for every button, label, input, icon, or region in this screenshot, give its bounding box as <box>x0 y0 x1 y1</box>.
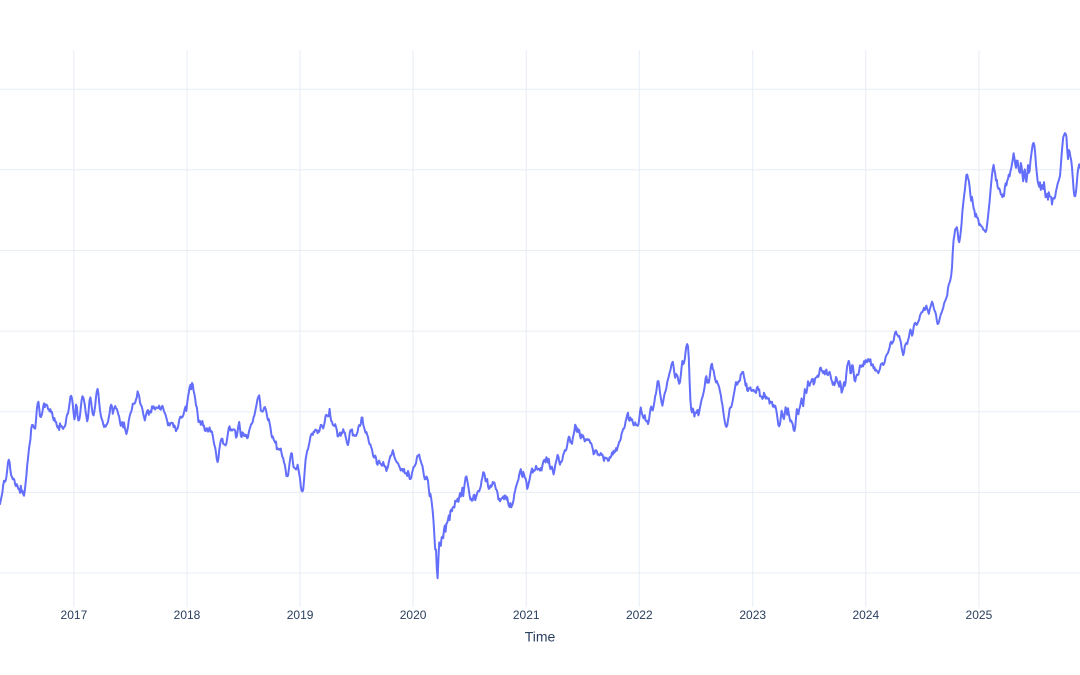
svg-text:2020: 2020 <box>400 608 427 622</box>
svg-text:Time: Time <box>525 629 556 645</box>
svg-text:2024: 2024 <box>852 608 879 622</box>
svg-text:2018: 2018 <box>174 608 201 622</box>
svg-text:2025: 2025 <box>966 608 993 622</box>
svg-text:2019: 2019 <box>287 608 314 622</box>
svg-text:2023: 2023 <box>739 608 766 622</box>
svg-text:2022: 2022 <box>626 608 653 622</box>
svg-text:2017: 2017 <box>61 608 88 622</box>
svg-text:2021: 2021 <box>513 608 540 622</box>
